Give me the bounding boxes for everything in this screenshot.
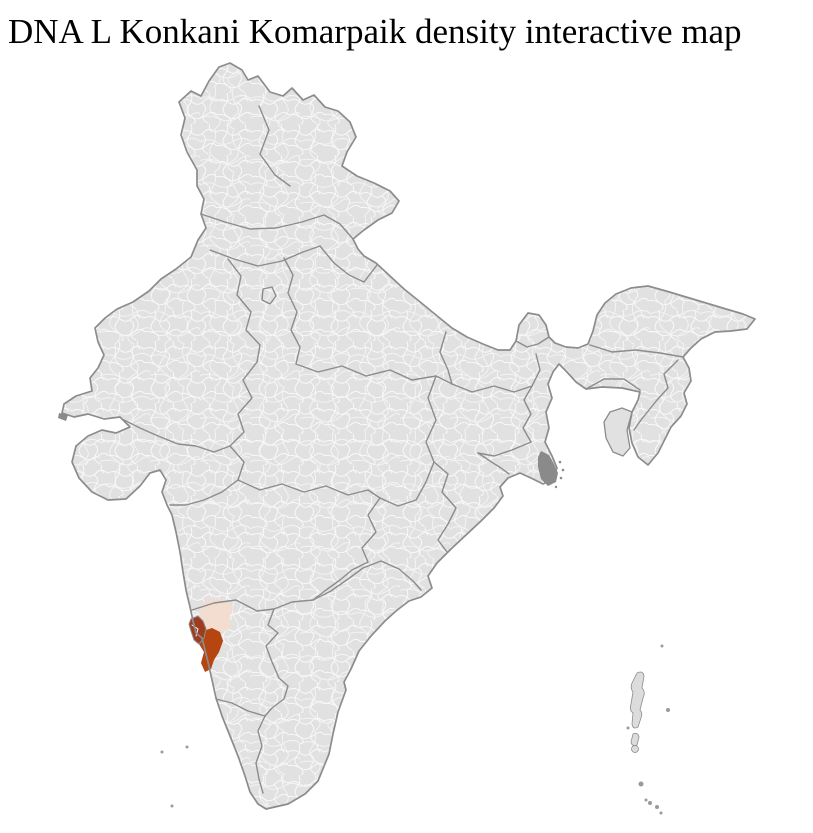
- region-belgaum-hinterland[interactable]: [198, 598, 233, 632]
- region-uttara-kannada-coast[interactable]: [199, 628, 223, 672]
- andaman-nicobar-islands[interactable]: [626, 644, 671, 815]
- tripura-enclave[interactable]: [603, 407, 633, 457]
- india-outline: [61, 62, 756, 810]
- district-boundaries-texture-2: [62, 63, 755, 809]
- state-borders: [123, 105, 684, 794]
- page-title: DNA L Konkani Komarpaik density interact…: [8, 12, 742, 51]
- lakshadweep-islands[interactable]: [160, 745, 189, 808]
